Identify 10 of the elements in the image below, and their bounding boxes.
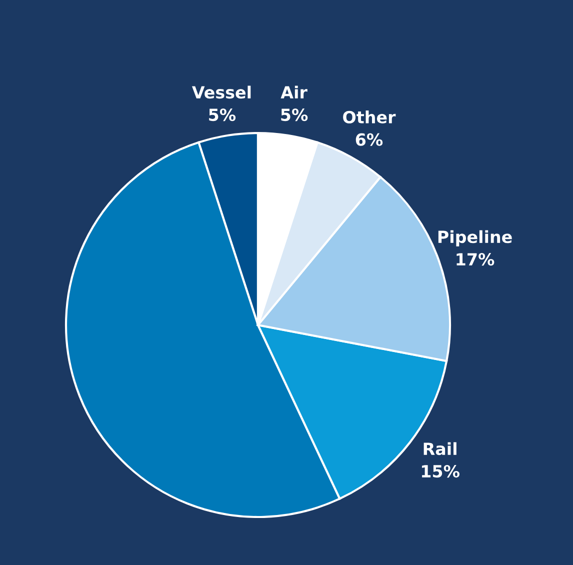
data-label: 6% xyxy=(356,133,383,146)
slice-label: Air xyxy=(280,86,308,98)
data-label: 17% xyxy=(456,253,494,266)
data-label: 5% xyxy=(281,108,308,122)
slice-label: Pipeline xyxy=(438,230,512,246)
slice-label: Vessel xyxy=(192,86,251,99)
data-label: 5% xyxy=(209,108,236,122)
slice-label: Rail xyxy=(424,442,456,456)
slice-label: Other xyxy=(343,110,396,124)
data-label: 15% xyxy=(422,464,460,478)
